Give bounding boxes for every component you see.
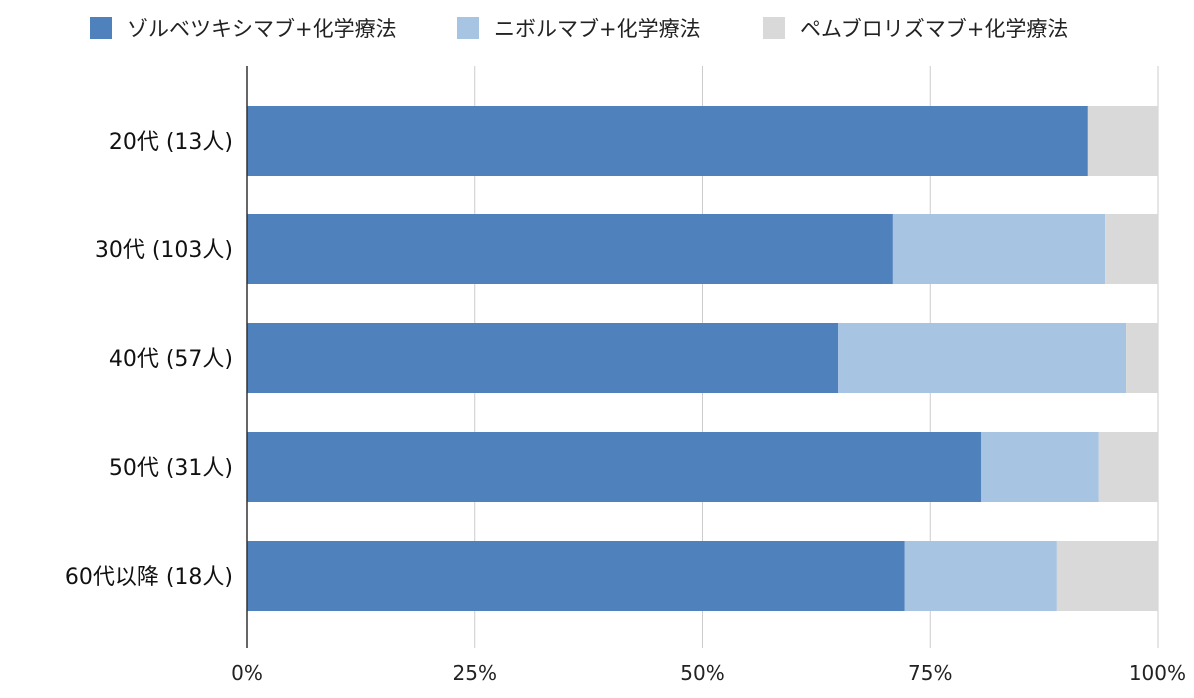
x-tick-label: 75% — [908, 661, 952, 685]
bar-segment — [247, 541, 905, 611]
bar-segment — [247, 214, 893, 284]
x-tick-label: 50% — [680, 661, 724, 685]
category-label: 60代以降 (18人) — [65, 565, 233, 590]
legend-label: ペムブロリズマブ+化学療法 — [800, 17, 1068, 41]
bar-segment — [838, 323, 1127, 393]
legend-label: ゾルベツキシマブ+化学療法 — [127, 17, 397, 41]
bar-segment — [1126, 323, 1158, 393]
bar-segment — [904, 541, 1057, 611]
bar-segment — [1105, 214, 1158, 284]
category-labels: 20代 (13人) 30代 (103人) 40代 (57人) 50代 (31人) 60代… — [65, 130, 233, 590]
category-label: 30代 (103人) — [95, 238, 233, 263]
legend-label: ニボルマブ+化学療法 — [494, 17, 701, 41]
x-axis-tick-labels: 0% 25% 50% 75% 100% — [231, 661, 1186, 685]
x-tick-label: 25% — [453, 661, 497, 685]
bar-segment — [981, 432, 1099, 502]
bar-segment — [247, 323, 839, 393]
legend: ゾルベツキシマブ+化学療法 ニボルマブ+化学療法 ペムブロリズマブ+化学療法 — [90, 17, 1068, 41]
category-label: 20代 (13人) — [109, 130, 233, 155]
bar-segment — [1056, 541, 1158, 611]
x-tick-label: 0% — [231, 661, 263, 685]
bar-segment — [1087, 106, 1158, 176]
bar-segment — [1098, 432, 1158, 502]
category-label: 50代 (31人) — [109, 456, 233, 481]
legend-item: ペムブロリズマブ+化学療法 — [763, 17, 1068, 41]
bar-segment — [892, 214, 1106, 284]
category-label: 40代 (57人) — [109, 347, 233, 372]
legend-item: ゾルベツキシマブ+化学療法 — [90, 17, 397, 41]
x-tick-label: 100% — [1129, 661, 1186, 685]
bars — [247, 106, 1158, 611]
legend-swatch — [457, 17, 479, 39]
legend-swatch — [90, 17, 112, 39]
legend-swatch — [763, 17, 785, 39]
bar-segment — [247, 106, 1088, 176]
bar-segment — [247, 432, 982, 502]
legend-item: ニボルマブ+化学療法 — [457, 17, 701, 41]
